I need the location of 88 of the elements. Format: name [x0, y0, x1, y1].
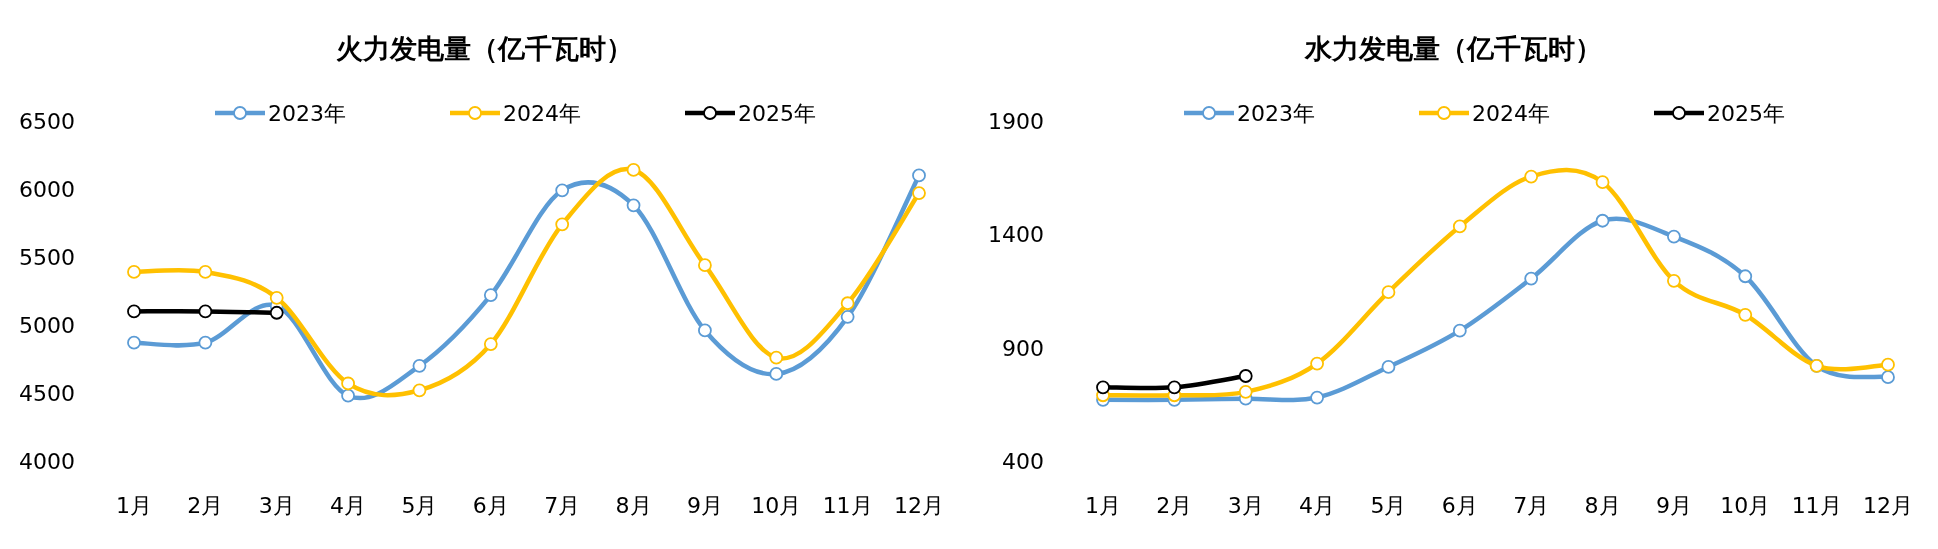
point — [1881, 357, 1895, 372]
chart-title: 火力发电量（亿千瓦时） — [336, 33, 633, 64]
x-tick-label: 1月 — [1085, 493, 1121, 518]
point — [626, 163, 641, 177]
y-tick-label: 1900 — [988, 109, 1044, 134]
point — [1595, 175, 1610, 190]
x-tick-label: 11月 — [822, 493, 873, 518]
legend-label: 2025年 — [738, 101, 816, 126]
y-tick-label: 400 — [1002, 449, 1044, 474]
x-tick-label: 11月 — [1791, 493, 1842, 518]
point — [412, 383, 427, 398]
point — [1310, 390, 1324, 405]
y-tick-label: 4000 — [19, 449, 75, 474]
x-tick-label: 7月 — [544, 493, 581, 518]
y-tick-label: 4500 — [19, 381, 75, 406]
point — [198, 335, 213, 350]
y-tick-label: 900 — [1002, 335, 1044, 361]
point — [698, 323, 712, 338]
point — [1738, 269, 1753, 284]
legend-label: 2025年 — [1707, 101, 1785, 126]
point — [1167, 380, 1182, 395]
point — [555, 183, 570, 198]
y-tick-label: 5500 — [19, 245, 75, 270]
point — [769, 350, 784, 365]
x-tick-label: 4月 — [1299, 493, 1336, 518]
legend-label: 2023年 — [1237, 101, 1315, 126]
point — [912, 168, 926, 183]
point — [483, 288, 498, 302]
point — [412, 358, 427, 373]
x-tick-label: 5月 — [1370, 493, 1407, 518]
point — [769, 367, 784, 381]
y-tick-label: 6500 — [19, 109, 75, 134]
point — [555, 217, 570, 232]
point — [840, 296, 855, 311]
x-tick-label: 5月 — [401, 493, 438, 518]
point — [1238, 369, 1253, 383]
y-tick-label: 6000 — [19, 177, 75, 202]
legend-label: 2024年 — [503, 101, 581, 126]
point — [1452, 323, 1467, 338]
y-tick-label: 1400 — [988, 222, 1044, 248]
chart-title: 水力发电量（亿千瓦时） — [1304, 33, 1602, 64]
legend-label: 2023年 — [268, 101, 346, 126]
point — [127, 335, 141, 350]
x-tick-label: 9月 — [1655, 493, 1692, 518]
x-tick-label: 1月 — [116, 493, 152, 518]
point — [1595, 213, 1610, 228]
point — [1381, 360, 1396, 374]
point — [912, 186, 926, 200]
x-tick-label: 4月 — [330, 493, 367, 518]
x-tick-label: 3月 — [258, 493, 295, 518]
point — [341, 388, 355, 403]
point — [1524, 169, 1539, 184]
point — [198, 265, 213, 279]
point — [1667, 229, 1681, 244]
point — [1238, 384, 1253, 399]
x-tick-label: 3月 — [1227, 493, 1264, 518]
point — [1452, 219, 1467, 234]
legend-label: 2024年 — [1472, 101, 1550, 126]
point — [341, 376, 355, 391]
point — [1667, 273, 1681, 288]
point — [269, 290, 284, 305]
x-tick-label: 2月 — [1156, 493, 1193, 518]
x-tick-label: 12月 — [1863, 493, 1913, 518]
x-tick-label: 9月 — [686, 493, 723, 518]
point — [1310, 356, 1324, 371]
point — [1524, 271, 1539, 286]
x-tick-label: 8月 — [1584, 493, 1621, 518]
point — [127, 265, 141, 279]
x-tick-label: 12月 — [894, 493, 944, 518]
point — [840, 309, 855, 324]
point — [1096, 380, 1110, 395]
y-tick-label: 5000 — [19, 313, 75, 338]
point — [626, 198, 641, 213]
point — [1738, 307, 1753, 322]
point — [1881, 370, 1895, 385]
point — [127, 304, 141, 319]
point — [1381, 285, 1396, 300]
x-tick-label: 7月 — [1513, 493, 1550, 518]
point — [483, 337, 498, 351]
point — [698, 258, 712, 273]
x-tick-label: 6月 — [1441, 493, 1478, 518]
point — [198, 304, 213, 319]
x-tick-label: 8月 — [615, 493, 652, 518]
x-tick-label: 2月 — [187, 493, 224, 518]
point — [269, 305, 284, 320]
x-tick-label: 6月 — [472, 493, 509, 518]
x-tick-label: 10月 — [1720, 493, 1771, 518]
x-tick-label: 10月 — [751, 493, 802, 518]
